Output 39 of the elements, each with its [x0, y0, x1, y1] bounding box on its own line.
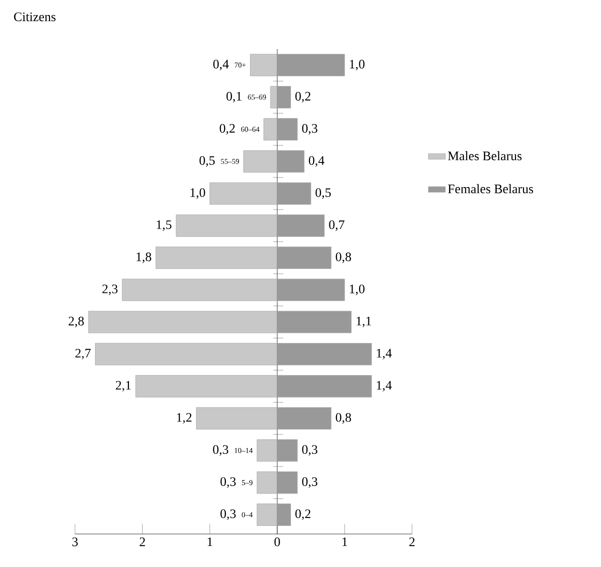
data-label: 1,4 — [376, 380, 392, 392]
data-label: 0,3 — [302, 445, 318, 456]
data-label: 2,8 — [68, 316, 84, 328]
data-label: 1,8 — [136, 252, 152, 264]
data-label: 1,0 — [350, 60, 364, 70]
x-tick-label: 1 — [342, 538, 348, 546]
data-label: 2,7 — [75, 348, 91, 360]
data-label: 0,3 — [220, 509, 236, 520]
data-label: 0,8 — [336, 252, 352, 264]
data-label: 1,2 — [177, 413, 192, 424]
data-label: 0,3 — [213, 445, 228, 456]
x-tick-label: 3 — [72, 538, 78, 546]
data-label: 0,4 — [213, 60, 229, 70]
data-label: 0,2 — [295, 509, 310, 520]
data-label: 1,0 — [350, 284, 364, 296]
data-label: 0,3 — [302, 477, 318, 488]
x-tick-label: 2 — [409, 538, 415, 546]
data-label: 0,5 — [316, 188, 331, 199]
data-label: 1,1 — [356, 316, 371, 328]
data-label: 1,5 — [156, 220, 172, 231]
legend-label: Males Belarus — [448, 151, 522, 160]
data-label: 2,1 — [116, 380, 131, 392]
data-label: 1,0 — [190, 188, 206, 199]
data-label: 0,3 — [220, 477, 236, 488]
data-label: 0,3 — [302, 124, 318, 135]
x-tick-label: 0 — [274, 538, 280, 546]
x-tick-label: 1 — [208, 538, 212, 546]
data-label: 0,1 — [226, 92, 242, 102]
data-label: 0,2 — [220, 124, 235, 135]
data-label: 0,7 — [329, 220, 344, 231]
chart-title: Citizens — [14, 12, 56, 22]
legend-label: Females Belarus — [448, 184, 534, 194]
data-label: 0,4 — [308, 156, 324, 167]
data-label: 1,4 — [376, 348, 392, 360]
data-label: 0,8 — [336, 413, 352, 424]
data-label: 2,3 — [102, 284, 118, 296]
data-label: 0,2 — [295, 92, 310, 102]
data-label: 0,5 — [200, 156, 215, 167]
x-tick-label: 2 — [140, 538, 145, 546]
